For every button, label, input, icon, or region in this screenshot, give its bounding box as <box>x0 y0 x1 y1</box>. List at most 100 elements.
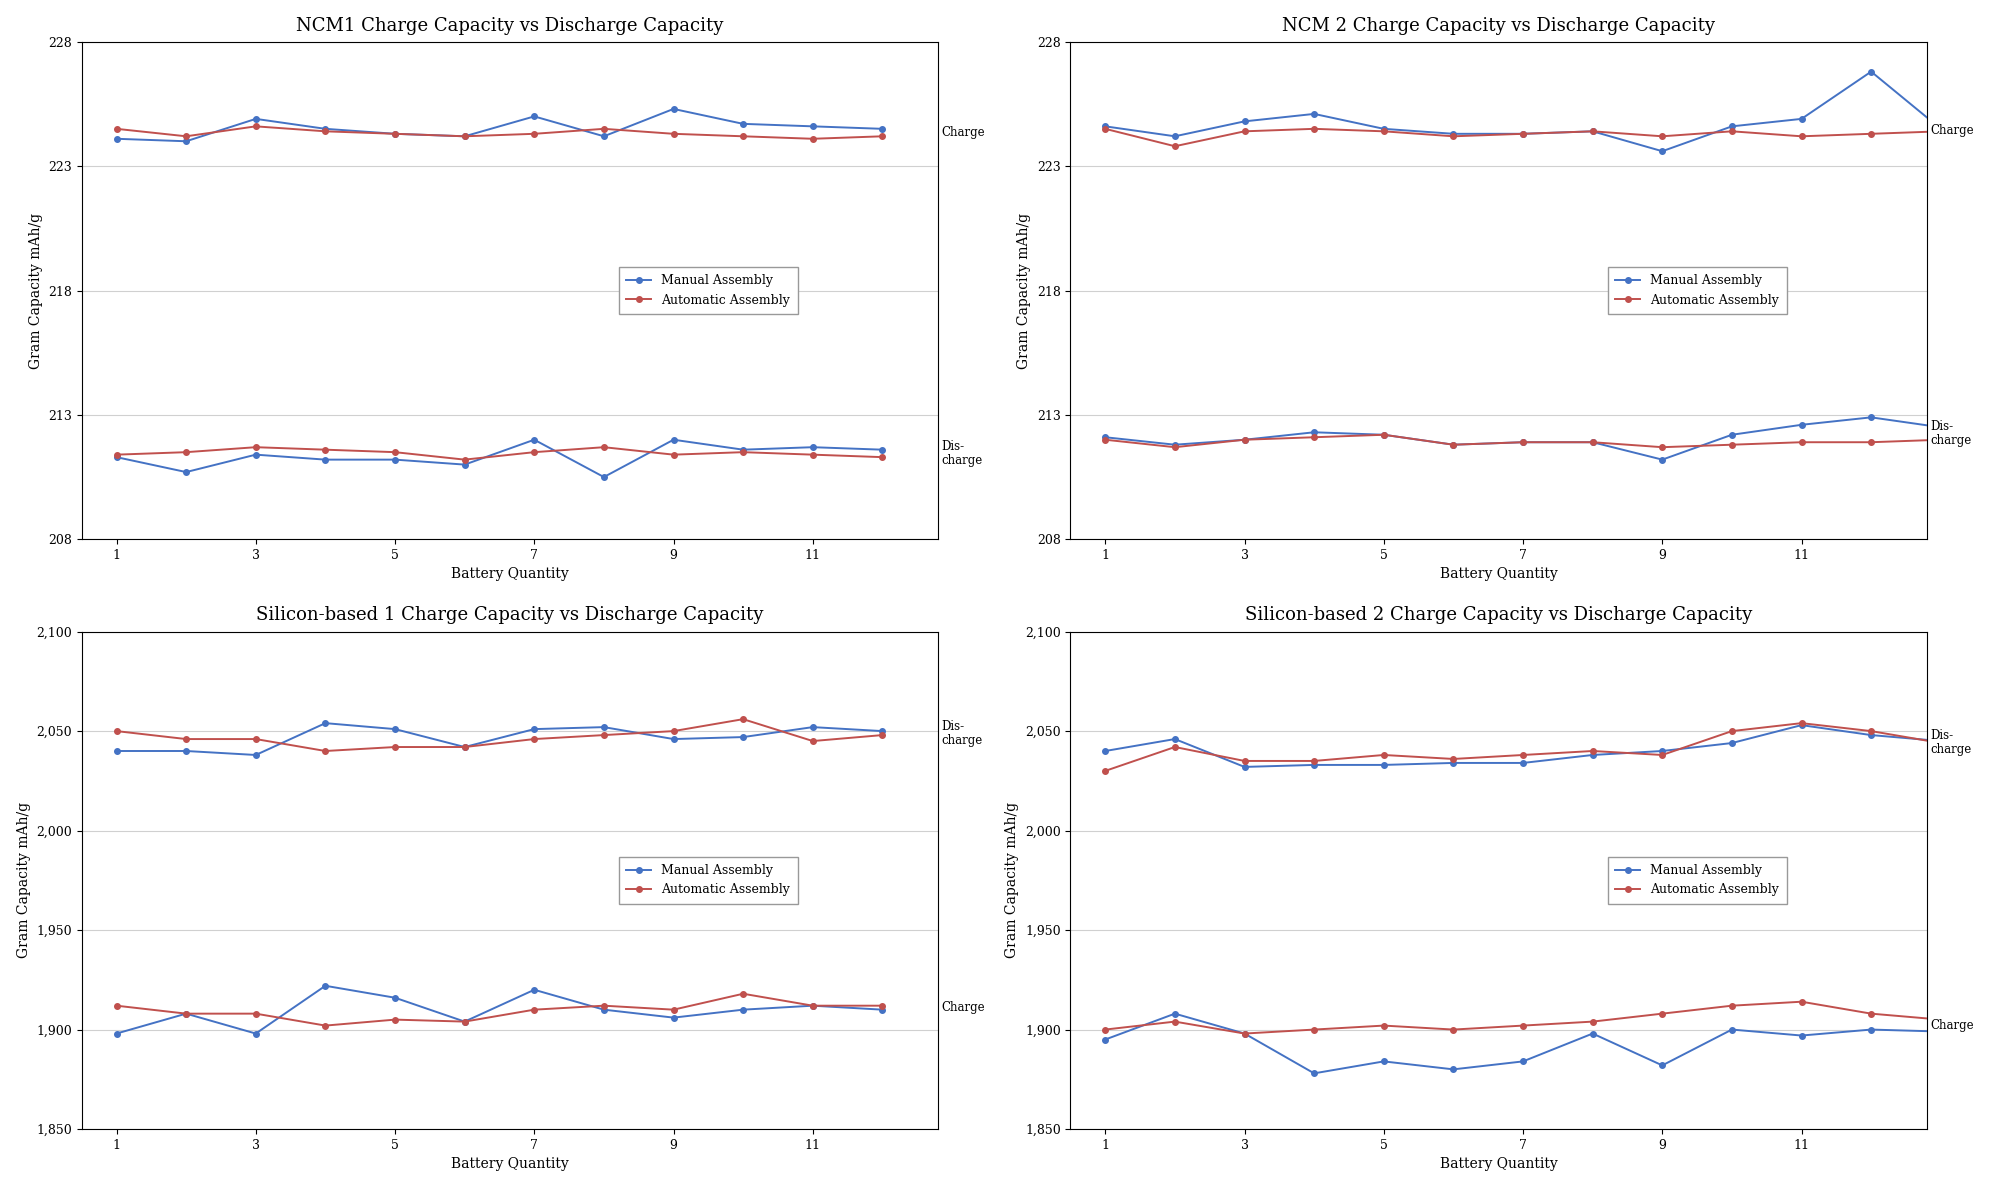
Manual Assembly <box>1579 435 1603 449</box>
Automatic Assembly <box>1858 723 1882 738</box>
Automatic Assembly <box>1788 716 1812 731</box>
Manual Assembly <box>869 443 893 457</box>
Automatic Assembly <box>1162 440 1185 454</box>
X-axis label: Battery Quantity: Battery Quantity <box>452 1157 569 1171</box>
Manual Assembly <box>1649 453 1673 467</box>
Manual Assembly <box>384 453 408 467</box>
Manual Assembly <box>660 432 684 447</box>
Automatic Assembly <box>1092 764 1116 778</box>
Title: NCM1 Charge Capacity vs Discharge Capacity: NCM1 Charge Capacity vs Discharge Capaci… <box>296 17 724 34</box>
Automatic Assembly <box>660 448 684 462</box>
Manual Assembly <box>245 448 269 462</box>
Line: Manual Assembly: Manual Assembly <box>113 720 885 758</box>
Manual Assembly <box>1231 760 1255 775</box>
Manual Assembly <box>452 457 475 472</box>
Automatic Assembly <box>1440 437 1464 451</box>
Manual Assembly <box>314 716 338 731</box>
Automatic Assembly <box>800 734 823 748</box>
Manual Assembly <box>384 722 408 737</box>
Y-axis label: Gram Capacity mAh/g: Gram Capacity mAh/g <box>1004 802 1018 959</box>
Line: Automatic Assembly: Automatic Assembly <box>113 444 885 462</box>
Automatic Assembly <box>314 443 338 457</box>
Automatic Assembly <box>730 712 754 726</box>
Manual Assembly <box>175 465 199 479</box>
Automatic Assembly <box>105 723 129 738</box>
Automatic Assembly <box>452 453 475 467</box>
Automatic Assembly <box>660 723 684 738</box>
Manual Assembly <box>1718 428 1742 442</box>
Y-axis label: Gram Capacity mAh/g: Gram Capacity mAh/g <box>16 802 30 959</box>
Manual Assembly <box>1162 732 1185 746</box>
Line: Manual Assembly: Manual Assembly <box>1102 722 1943 770</box>
Line: Manual Assembly: Manual Assembly <box>1102 415 1943 462</box>
Text: Charge: Charge <box>941 126 985 139</box>
Manual Assembly <box>1092 744 1116 758</box>
Automatic Assembly <box>1370 428 1394 442</box>
Automatic Assembly <box>314 744 338 758</box>
Automatic Assembly <box>521 446 545 460</box>
Automatic Assembly <box>591 728 615 742</box>
Manual Assembly <box>105 450 129 465</box>
Automatic Assembly <box>105 448 129 462</box>
Manual Assembly <box>730 443 754 457</box>
Title: Silicon-based 1 Charge Capacity vs Discharge Capacity: Silicon-based 1 Charge Capacity vs Disch… <box>257 607 764 625</box>
Automatic Assembly <box>175 732 199 746</box>
Manual Assembly <box>175 744 199 758</box>
Legend: Manual Assembly, Automatic Assembly: Manual Assembly, Automatic Assembly <box>1607 857 1786 904</box>
Automatic Assembly <box>1162 740 1185 754</box>
Automatic Assembly <box>869 728 893 742</box>
Automatic Assembly <box>245 732 269 746</box>
Y-axis label: Gram Capacity mAh/g: Gram Capacity mAh/g <box>28 213 42 368</box>
X-axis label: Battery Quantity: Battery Quantity <box>1440 1157 1557 1171</box>
X-axis label: Battery Quantity: Battery Quantity <box>1440 568 1557 581</box>
Text: Dis-
charge: Dis- charge <box>1929 421 1971 447</box>
Automatic Assembly <box>1231 432 1255 447</box>
Automatic Assembly <box>384 740 408 754</box>
Automatic Assembly <box>1927 735 1951 750</box>
Automatic Assembly <box>800 448 823 462</box>
Automatic Assembly <box>1092 432 1116 447</box>
Manual Assembly <box>314 453 338 467</box>
Text: Dis-
charge: Dis- charge <box>1929 728 1971 756</box>
Manual Assembly <box>1927 734 1951 748</box>
Automatic Assembly <box>1231 754 1255 769</box>
Manual Assembly <box>1579 748 1603 763</box>
Automatic Assembly <box>1510 748 1534 763</box>
Manual Assembly <box>591 470 615 485</box>
Manual Assembly <box>1510 435 1534 449</box>
Manual Assembly <box>591 720 615 734</box>
Line: Automatic Assembly: Automatic Assembly <box>1102 720 1943 773</box>
Manual Assembly <box>1440 756 1464 770</box>
Automatic Assembly <box>1927 432 1951 447</box>
Manual Assembly <box>660 732 684 746</box>
Automatic Assembly <box>730 446 754 460</box>
Automatic Assembly <box>1788 435 1812 449</box>
Manual Assembly <box>1162 437 1185 451</box>
Manual Assembly <box>1927 421 1951 435</box>
Manual Assembly <box>1788 418 1812 432</box>
Text: Charge: Charge <box>941 1001 985 1015</box>
Manual Assembly <box>1370 758 1394 772</box>
Manual Assembly <box>105 744 129 758</box>
Automatic Assembly <box>175 446 199 460</box>
Title: Silicon-based 2 Charge Capacity vs Discharge Capacity: Silicon-based 2 Charge Capacity vs Disch… <box>1245 607 1752 625</box>
Manual Assembly <box>1718 735 1742 750</box>
Automatic Assembly <box>452 740 475 754</box>
Automatic Assembly <box>1649 748 1673 763</box>
Automatic Assembly <box>1510 435 1534 449</box>
Automatic Assembly <box>1858 435 1882 449</box>
Manual Assembly <box>1858 728 1882 742</box>
Manual Assembly <box>869 723 893 738</box>
X-axis label: Battery Quantity: Battery Quantity <box>452 568 569 581</box>
Manual Assembly <box>245 748 269 763</box>
Legend: Manual Assembly, Automatic Assembly: Manual Assembly, Automatic Assembly <box>619 267 798 314</box>
Manual Assembly <box>800 720 823 734</box>
Manual Assembly <box>1440 437 1464 451</box>
Manual Assembly <box>1510 756 1534 770</box>
Automatic Assembly <box>1301 430 1325 444</box>
Automatic Assembly <box>521 732 545 746</box>
Title: NCM 2 Charge Capacity vs Discharge Capacity: NCM 2 Charge Capacity vs Discharge Capac… <box>1281 17 1715 34</box>
Y-axis label: Gram Capacity mAh/g: Gram Capacity mAh/g <box>1016 213 1030 368</box>
Manual Assembly <box>730 729 754 744</box>
Automatic Assembly <box>1301 754 1325 769</box>
